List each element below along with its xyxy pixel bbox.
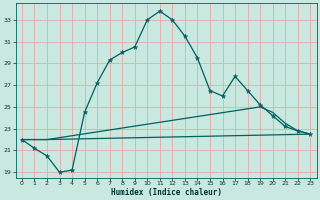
X-axis label: Humidex (Indice chaleur): Humidex (Indice chaleur) — [111, 188, 221, 197]
